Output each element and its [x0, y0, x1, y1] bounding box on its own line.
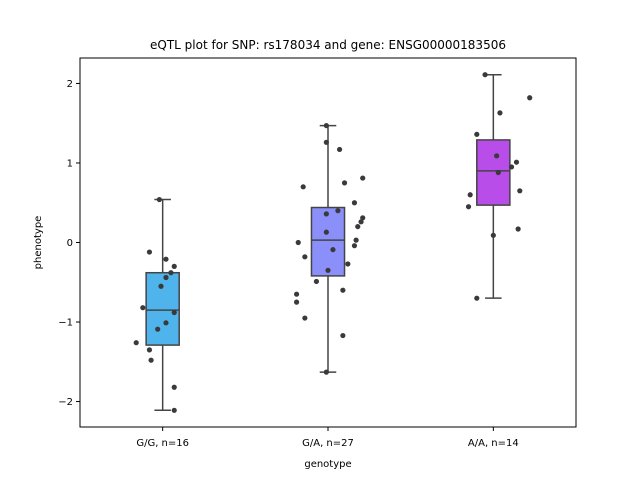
box-body: [310, 206, 346, 277]
data-point: [323, 139, 329, 145]
data-point: [341, 180, 348, 186]
data-point: [133, 340, 139, 346]
data-point: [353, 237, 359, 243]
data-point: [345, 261, 351, 267]
data-point: [495, 169, 501, 176]
box-body: [145, 271, 180, 346]
data-point: [325, 267, 331, 273]
data-point: [490, 232, 496, 238]
data-point: [163, 320, 169, 326]
data-point: [302, 254, 308, 260]
data-point: [155, 326, 161, 332]
data-point: [300, 184, 306, 190]
data-point: [467, 192, 473, 198]
data-point: [358, 219, 364, 225]
data-point: [146, 249, 153, 255]
x-axis: G/G, n=16 G/A, n=27 A/A, n=14: [136, 427, 519, 449]
data-point: [163, 256, 169, 262]
data-point: [465, 204, 472, 210]
data-point: [482, 72, 488, 78]
data-point: [360, 215, 366, 221]
x-tick-label: A/A, n=14: [468, 438, 519, 449]
data-point: [156, 196, 162, 203]
data-point: [302, 315, 308, 321]
data-point: [295, 239, 301, 246]
data-point: [171, 263, 177, 269]
data-point: [158, 283, 164, 289]
data-point: [171, 384, 177, 390]
y-axis: −2 −1 0 1 2: [58, 79, 80, 408]
data-point: [515, 226, 521, 232]
data-point: [517, 188, 523, 194]
plot-area: [133, 72, 533, 413]
data-point: [313, 278, 320, 285]
data-point: [163, 274, 169, 281]
data-point: [148, 357, 154, 363]
y-axis-label: phenotype: [33, 216, 44, 270]
data-point: [351, 200, 358, 206]
data-point: [323, 369, 329, 375]
data-point: [330, 247, 336, 253]
x-tick-label: G/A, n=27: [302, 438, 354, 449]
data-point: [335, 208, 341, 214]
box-body: [476, 139, 511, 206]
y-tick-label: −1: [58, 318, 73, 329]
x-tick-label: G/G, n=16: [136, 438, 189, 449]
data-point: [340, 287, 346, 293]
data-point: [508, 164, 515, 170]
data-point: [146, 347, 153, 353]
data-point: [336, 146, 343, 153]
box-group: [293, 122, 366, 375]
box-group: [133, 196, 180, 413]
data-point: [171, 309, 177, 316]
y-tick-label: 0: [67, 238, 73, 249]
data-point: [474, 131, 480, 137]
data-point: [293, 299, 300, 305]
box-group: [465, 72, 533, 301]
data-point: [474, 295, 480, 301]
y-tick-label: −2: [58, 397, 73, 408]
x-axis-label: genotype: [304, 459, 351, 470]
data-point: [360, 175, 366, 181]
y-tick-label: 1: [67, 158, 73, 169]
data-point: [168, 270, 174, 276]
chart-title: eQTL plot for SNP: rs178034 and gene: EN…: [150, 38, 506, 52]
data-point: [355, 223, 361, 230]
data-point: [494, 153, 500, 159]
y-tick-label: 2: [67, 79, 73, 90]
data-point: [351, 243, 358, 249]
data-point: [171, 407, 177, 413]
data-point: [527, 95, 533, 101]
data-point: [293, 291, 300, 297]
data-point: [497, 110, 503, 116]
data-point: [323, 229, 329, 235]
data-point: [323, 122, 329, 129]
data-point: [323, 211, 329, 217]
data-point: [340, 332, 346, 339]
data-point: [513, 159, 520, 165]
data-point: [140, 305, 146, 311]
